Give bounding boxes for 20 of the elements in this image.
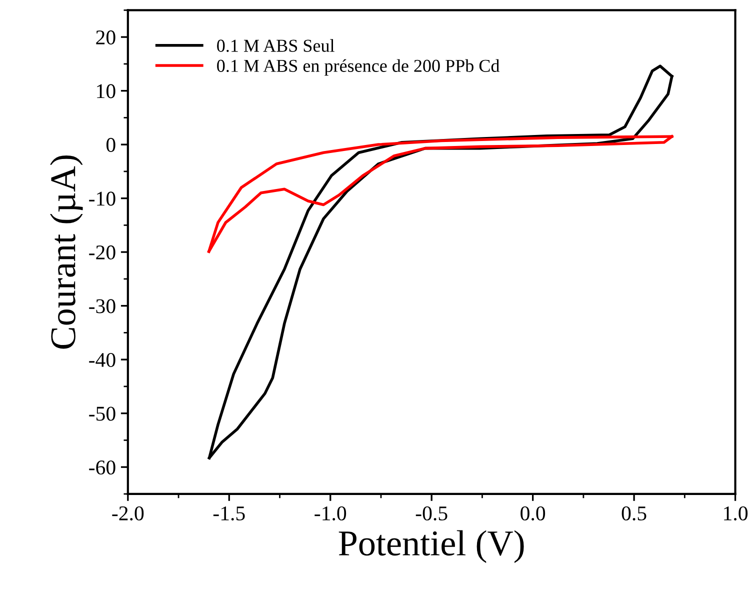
y-tick-label: -50 xyxy=(89,406,116,421)
x-tick-label: -2.0 xyxy=(112,506,144,521)
y-tick-label: -30 xyxy=(89,299,116,314)
x-tick-label: -1.5 xyxy=(213,506,245,521)
y-tick-label: -10 xyxy=(89,192,116,206)
legend-label: 0.1 M ABS en présence de 200 PPb Cd xyxy=(217,59,500,76)
y-tick-label: -40 xyxy=(89,352,116,367)
y-tick-label: 10 xyxy=(97,84,116,98)
x-tick-label: -1.0 xyxy=(314,506,346,521)
x-tick-label: 1.0 xyxy=(724,506,748,521)
y-axis-title: Courant (µA) xyxy=(50,155,83,349)
y-tick-label: -20 xyxy=(89,245,116,260)
x-tick-label: 0.0 xyxy=(520,506,546,521)
y-tick-label: -60 xyxy=(89,460,116,475)
x-axis-title: Potentiel (V) xyxy=(338,530,524,563)
y-tick-label: 0 xyxy=(106,138,116,152)
legend-label: 0.1 M ABS Seul xyxy=(217,39,334,52)
y-tick-label: 20 xyxy=(96,30,116,44)
x-tick-label: 0.5 xyxy=(622,506,646,521)
x-tick-label: -0.5 xyxy=(416,506,448,521)
